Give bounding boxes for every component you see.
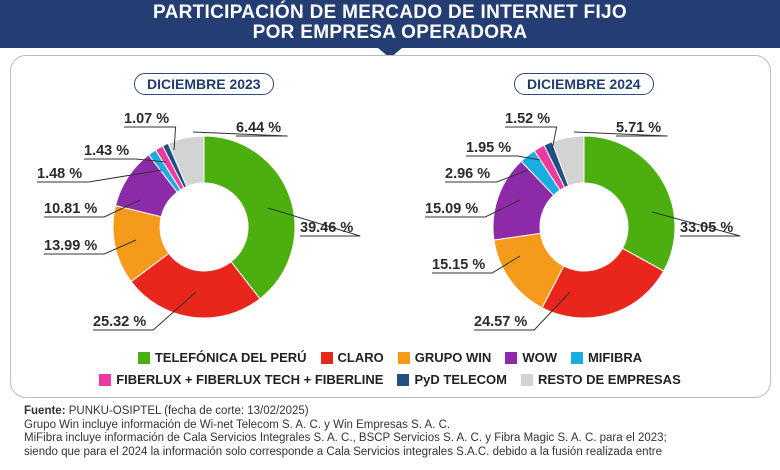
legend-swatch: [137, 351, 150, 364]
legend-swatch: [505, 351, 518, 364]
leader-line: [651, 211, 741, 237]
legend-item: PyD TELECOM: [397, 372, 507, 387]
legend-item: TELEFÓNICA DEL PERÚ: [137, 350, 307, 365]
footnote-1: Grupo Win incluye información de Wi-net …: [24, 418, 451, 431]
footer-notes: Fuente: PUNKU-OSIPTEL (fecha de corte: 1…: [24, 405, 764, 459]
data-label: 6.44 %: [236, 120, 281, 136]
donut-slice: [167, 135, 205, 188]
source-line: Fuente: PUNKU-OSIPTEL (fecha de corte: 1…: [24, 405, 764, 419]
header-pointer: [378, 48, 402, 58]
source-label: Fuente:: [24, 405, 66, 417]
leader-line: [505, 126, 558, 151]
leader-line: [124, 126, 177, 151]
leader-line: [44, 239, 137, 255]
data-label: 1.52 %: [505, 111, 550, 127]
page-title: PARTICIPACIÓN DE MERCADO DE INTERNET FIJ…: [0, 0, 780, 58]
donut-slice: [541, 247, 665, 319]
data-label: 1.07 %: [124, 111, 169, 127]
leader-line: [192, 131, 288, 137]
legend-swatch: [320, 351, 333, 364]
data-label: 24.57 %: [474, 314, 527, 330]
leader-line: [44, 199, 141, 218]
legend-item: MIFIBRA: [570, 350, 643, 365]
donut-slice: [551, 135, 585, 187]
legend-item: RESTO DE EMPRESAS: [520, 372, 681, 387]
data-label: 13.99 %: [44, 238, 97, 254]
footnote-3: siendo que para el 2024 la información s…: [24, 445, 662, 458]
data-label: 10.81 %: [44, 201, 97, 217]
leader-line: [474, 291, 571, 331]
leader-line: [84, 158, 167, 163]
legend-label: GRUPO WIN: [414, 350, 492, 365]
legend-label: TELEFÓNICA DEL PERÚ: [154, 350, 307, 365]
legend-row-2: FIBERLUX + FIBERLUX TECH + FIBERLINE PyD…: [0, 372, 780, 387]
leader-line: [432, 255, 521, 274]
data-label: 2.96 %: [445, 166, 490, 182]
leader-line: [425, 199, 521, 218]
leader-line: [37, 169, 163, 183]
legend-label: CLARO: [337, 350, 384, 365]
title-line-2: POR EMPRESA OPERADORA: [252, 22, 528, 43]
title-line-1: PARTICIPACIÓN DE MERCADO DE INTERNET FIJ…: [153, 2, 627, 23]
legend-item: CLARO: [320, 350, 384, 365]
data-label: 1.48 %: [37, 166, 82, 182]
data-label: 33.05 %: [680, 220, 733, 236]
legend-label: MIFIBRA: [587, 350, 643, 365]
donut-slice: [203, 135, 296, 300]
legend-swatch: [397, 373, 410, 386]
data-label: 39.46 %: [300, 220, 353, 236]
data-label: 1.95 %: [466, 140, 511, 156]
legend-swatch: [520, 373, 533, 386]
legend: TELEFÓNICA DEL PERÚ CLARO GRUPO WIN WOW …: [0, 350, 780, 394]
data-label: 15.09 %: [425, 201, 478, 217]
data-label: 15.15 %: [432, 257, 485, 273]
leader-line: [466, 155, 541, 161]
data-label: 25.32 %: [93, 314, 146, 330]
legend-item: WOW: [505, 350, 557, 365]
legend-row-1: TELEFÓNICA DEL PERÚ CLARO GRUPO WIN WOW …: [0, 350, 780, 365]
legend-item: GRUPO WIN: [397, 350, 492, 365]
legend-swatch: [397, 351, 410, 364]
legend-label: PyD TELECOM: [414, 372, 507, 387]
legend-item: FIBERLUX + FIBERLUX TECH + FIBERLINE: [99, 372, 383, 387]
donut-slice: [583, 135, 676, 272]
footnote-2: MiFibra incluye información de Cala Serv…: [24, 432, 667, 444]
data-label: 1.43 %: [84, 143, 129, 159]
legend-swatch: [99, 373, 112, 386]
donut-charts: 39.46 % 25.32 % 13.99 % 10.81 % 1.48 %1.43 %…: [37, 111, 741, 331]
leader-line: [573, 131, 668, 137]
legend-label: RESTO DE EMPRESAS: [537, 372, 681, 387]
period-label-2023: DICIEMBRE 2023: [134, 73, 274, 95]
leader-line: [267, 207, 361, 237]
leader-line: [445, 169, 529, 183]
legend-label: FIBERLUX + FIBERLUX TECH + FIBERLINE: [116, 372, 384, 387]
source-text: PUNKU-OSIPTEL (fecha de corte: 13/02/202…: [65, 405, 309, 417]
leader-line: [93, 291, 197, 331]
data-label: 5.71 %: [616, 120, 661, 136]
period-label-2024: DICIEMBRE 2024: [514, 73, 654, 95]
legend-swatch: [570, 351, 583, 364]
donut-slice: [130, 252, 261, 319]
legend-label: WOW: [522, 350, 557, 365]
